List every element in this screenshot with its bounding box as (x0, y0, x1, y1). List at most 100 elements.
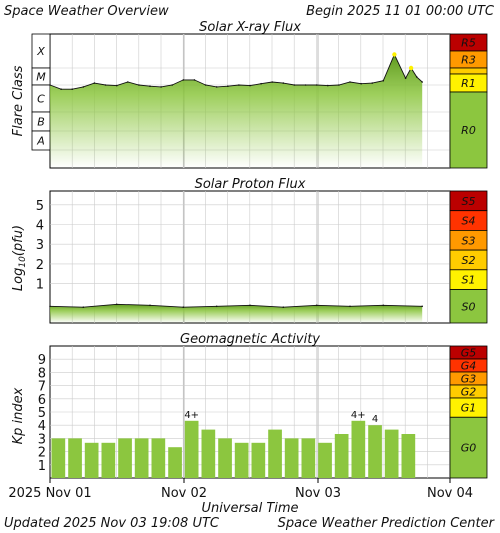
kp-bar (368, 425, 382, 478)
proton-y-tick: 5 (36, 199, 44, 214)
xray-flux-point (204, 84, 207, 86)
kp-y-tick: 2 (38, 446, 46, 461)
proton-scale-label: S5 (462, 195, 476, 208)
xray-flux-point (293, 84, 296, 86)
xray-flux-point (371, 82, 374, 84)
kp-bar (301, 438, 316, 478)
xray-scale-cell (449, 67, 488, 75)
xray-flux-point (408, 65, 414, 71)
proton-ylabel: Log10(pfu) (11, 225, 28, 291)
proton-y-tick: 4 (36, 218, 44, 233)
proton-flux-point (82, 306, 85, 309)
xray-class-label: X (36, 45, 45, 58)
kp-y-tick: 1 (38, 459, 46, 474)
proton-scale-label: S3 (462, 234, 476, 247)
kp-bar (401, 434, 416, 478)
proton-flux-point (282, 306, 285, 309)
xray-flux-point (149, 85, 151, 87)
kp-y-tick: 9 (38, 353, 46, 368)
time-axis: 2025 Nov 01 Nov 02 Nov 03 Nov 04 (8, 478, 473, 501)
proton-flux-area (50, 304, 423, 323)
kp-scale-label: G4 (461, 360, 477, 373)
xray-flux-point (71, 88, 73, 90)
xray-class-label: C (37, 93, 45, 106)
xray-flux-point (227, 85, 229, 87)
kp-bar (334, 434, 349, 478)
xray-flux-point (193, 79, 196, 81)
kp-bar (284, 438, 299, 478)
kp-bar (268, 429, 282, 478)
xray-class-label: A (36, 135, 45, 148)
xray-flux-point (104, 84, 107, 86)
xray-class-label: M (36, 71, 46, 84)
proton-flux-point (49, 305, 51, 308)
proton-scale-label: S0 (462, 300, 476, 313)
proton-flux-line (49, 303, 423, 308)
proton-flux-point (149, 304, 151, 307)
kp-ylabel: Kp index (11, 387, 26, 444)
proton-flux-point (115, 303, 118, 306)
kp-scale-label: G3 (461, 373, 477, 386)
xray-flux-point (349, 81, 351, 83)
xray-flux-point (421, 81, 424, 83)
geomag-title: Geomagnetic Activity (180, 332, 320, 347)
updated-time: Updated 2025 Nov 03 19:08 UTC (4, 516, 220, 531)
begin-time: Begin 2025 11 01 00:00 UTC (306, 4, 495, 19)
xray-scale-label: R3 (461, 54, 476, 67)
xray-flux-point (338, 84, 340, 86)
kp-bar (84, 442, 99, 478)
xray-flux-line (49, 53, 423, 90)
kp-bar (251, 442, 266, 478)
kp-bar-label: 4 (372, 414, 378, 425)
proton-y-tick: 1 (36, 278, 44, 293)
kp-scale-label: G2 (461, 386, 477, 399)
kp-bar (384, 429, 399, 478)
xray-flux-point (171, 84, 173, 86)
xray-flux-point (82, 86, 85, 88)
kp-bar (51, 438, 66, 478)
xray-flux-point (93, 82, 96, 84)
xray-flux-point (127, 81, 129, 83)
xray-title: Solar X-ray Flux (199, 20, 301, 35)
overview-title: Space Weather Overview (4, 4, 169, 19)
xray-flux-point (282, 82, 285, 84)
proton-scale-label: S1 (462, 274, 476, 287)
proton-flux-point (249, 304, 251, 307)
xray-flux-point (115, 84, 118, 87)
kp-y-tick: 3 (38, 432, 46, 447)
kp-scale-cell (449, 416, 488, 479)
kp-bar (68, 438, 82, 478)
xray-ylabel: Flare Class (11, 65, 26, 136)
kp-y-tick: 7 (38, 380, 46, 395)
xray-class-label: B (37, 116, 45, 129)
xray-flux-point (382, 79, 385, 82)
xray-scale-cell (449, 91, 488, 169)
xray-flux-point (260, 82, 262, 85)
proton-title: Solar Proton Flux (195, 177, 306, 192)
kp-bar (184, 420, 199, 478)
kp-bar (118, 438, 132, 478)
kp-y-tick: 5 (38, 406, 46, 421)
xray-flux-point (49, 84, 51, 86)
kp-bar-label: 4+ (351, 410, 366, 421)
kp-scale-label: G5 (461, 347, 477, 360)
xray-flux-point (327, 84, 329, 87)
kp-bar (201, 429, 216, 478)
kp-y-tick: 6 (38, 393, 46, 408)
xray-flux-point (271, 81, 274, 83)
xray-flux-point (360, 82, 362, 85)
xray-flux-point (304, 84, 307, 86)
kp-scale-label: G1 (461, 402, 477, 415)
kp-y-tick: 8 (38, 366, 46, 381)
kp-bar-label: 4+ (184, 410, 199, 421)
proton-panel: 1 2 3 4 5 S5 S4 S3 S2 S1 S0 (36, 190, 488, 324)
kp-bar (318, 442, 332, 478)
xray-flux-point (249, 84, 251, 87)
x-axis-label: Universal Time (201, 501, 298, 516)
xray-flux-point (60, 88, 62, 90)
proton-scale-cell (449, 289, 488, 324)
kp-scale-label: G0 (461, 442, 477, 455)
